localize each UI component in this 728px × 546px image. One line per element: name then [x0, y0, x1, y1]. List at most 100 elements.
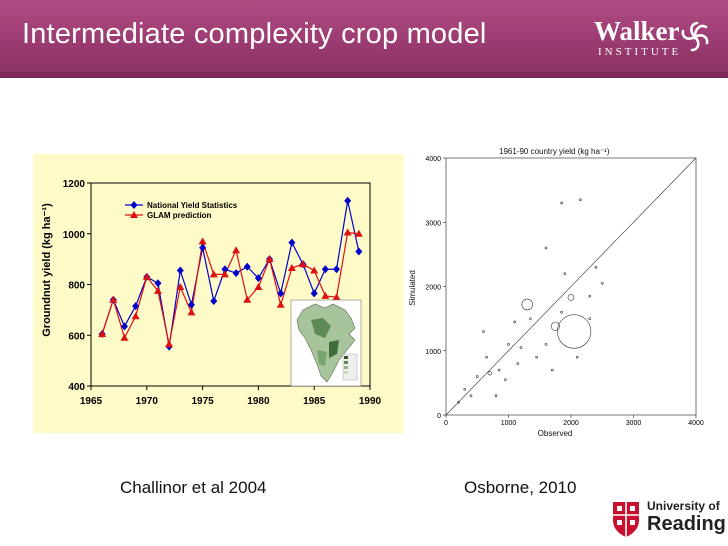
data-point-obs — [232, 269, 240, 278]
y-axis-label: Groundnut yield (kg ha⁻¹) — [41, 203, 53, 337]
scatter-point — [457, 400, 460, 404]
scatter-point — [567, 294, 575, 301]
data-point-obs — [154, 279, 162, 288]
data-point-obs — [310, 289, 318, 298]
scatter-point — [513, 320, 517, 324]
reading-logo-line1: University of — [647, 499, 720, 513]
scatter-point — [504, 378, 507, 381]
walker-logo-subtitle: INSTITUTE — [598, 46, 682, 58]
walker-institute-logo: Walker INSTITUTE — [594, 16, 720, 64]
scatter-point — [516, 362, 520, 365]
data-point-glam — [187, 308, 196, 316]
data-point-obs — [333, 265, 341, 274]
x-tick-label: 1980 — [247, 396, 270, 407]
data-point-glam — [209, 270, 218, 278]
reading-crest-icon — [613, 502, 639, 537]
data-point-glam — [310, 266, 319, 274]
y-tick-label: 0 — [437, 413, 441, 420]
scatter-point — [557, 314, 592, 349]
x-tick-label: 0 — [444, 420, 448, 427]
data-point-glam — [176, 283, 185, 291]
scatter-point — [469, 394, 473, 398]
data-point-glam — [265, 255, 274, 263]
scatter-point — [487, 371, 492, 376]
scatter-point — [497, 368, 501, 372]
x-tick-label: 1970 — [136, 396, 159, 407]
y-axis-label: Simulated — [408, 270, 417, 306]
data-point-obs — [221, 265, 229, 274]
header-stripe — [0, 72, 728, 78]
legend-label-obs: National Yield Statistics — [147, 201, 238, 210]
reading-logo-line2: Reading — [647, 513, 726, 535]
scatter-point — [550, 321, 560, 331]
one-to-one-line — [445, 157, 697, 416]
data-point-glam — [165, 340, 174, 348]
y-tick-label: 400 — [68, 382, 85, 393]
walker-logo-name: Walker — [594, 16, 680, 46]
data-point-glam — [98, 329, 107, 337]
y-tick-label: 800 — [68, 281, 85, 292]
university-of-reading-logo: University of Reading — [611, 497, 726, 543]
data-point-glam — [276, 300, 285, 308]
walker-swirl-icon — [681, 21, 709, 52]
x-tick-label: 2000 — [563, 420, 579, 427]
data-point-obs — [254, 274, 262, 283]
caption-osborne: Osborne, 2010 — [464, 478, 577, 497]
data-point-glam — [142, 272, 151, 280]
scatter-point — [560, 310, 563, 314]
india-map-inset — [290, 299, 362, 387]
slide-header: Intermediate complexity crop model Walke… — [0, 0, 728, 78]
observed-vs-simulated-scatter: 0 1000 2000 3000 4000 0 1000 2000 3000 4000 1961-… — [404, 138, 726, 440]
data-point-glam — [198, 237, 207, 245]
data-point-obs — [355, 247, 363, 256]
x-tick-label: 1990 — [359, 396, 382, 407]
legend-label-glam: GLAM prediction — [147, 211, 212, 220]
y-tick-label: 1000 — [63, 230, 86, 241]
scatter-point — [550, 368, 554, 372]
slide-title: Intermediate complexity crop model — [22, 18, 487, 50]
data-point-obs — [120, 322, 128, 331]
data-point-glam — [220, 270, 229, 278]
data-point-glam — [232, 246, 241, 254]
scatter-point — [560, 201, 563, 205]
y-tick-label: 4000 — [425, 156, 441, 163]
scatter-point — [521, 298, 533, 311]
chart-legend: National Yield Statistics GLAM predictio… — [125, 201, 238, 220]
scatter-point — [563, 272, 567, 275]
y-tick-label: 2000 — [425, 285, 441, 292]
scatter-point — [475, 375, 479, 378]
data-point-glam — [153, 286, 162, 294]
data-point-obs — [243, 262, 251, 271]
legend-marker-obs — [130, 201, 138, 209]
scatter-point — [494, 394, 498, 398]
data-point-obs — [210, 296, 218, 305]
data-point-glam — [131, 312, 140, 320]
scatter-point — [482, 330, 485, 333]
scatter-point — [588, 317, 592, 320]
x-tick-label: 4000 — [688, 420, 704, 427]
scatter-point — [588, 294, 592, 298]
scatter-point — [594, 265, 598, 269]
data-point-glam — [287, 264, 296, 272]
data-point-glam — [321, 291, 330, 299]
y-tick-label: 1000 — [425, 349, 441, 356]
data-point-glam — [120, 333, 129, 341]
data-point-glam — [332, 293, 341, 301]
x-tick-label: 1975 — [191, 396, 214, 407]
scatter-point — [579, 198, 582, 202]
data-point-glam — [354, 229, 363, 237]
y-tick-label: 3000 — [425, 220, 441, 227]
data-point-glam — [343, 228, 352, 236]
data-point-obs — [344, 196, 352, 205]
caption-challinor: Challinor et al 2004 — [120, 478, 267, 497]
scatter-point — [544, 246, 548, 250]
chart-background — [33, 154, 405, 433]
scatter-point — [463, 388, 467, 391]
chart-title: 1961-90 country yield (kg ha⁻¹) — [499, 147, 610, 156]
data-point-obs — [187, 300, 195, 309]
data-point-obs — [176, 266, 184, 275]
scatter-point — [600, 281, 604, 285]
scatter-point — [519, 346, 523, 349]
x-tick-label: 1965 — [80, 396, 103, 407]
x-tick-label: 1000 — [501, 420, 517, 427]
